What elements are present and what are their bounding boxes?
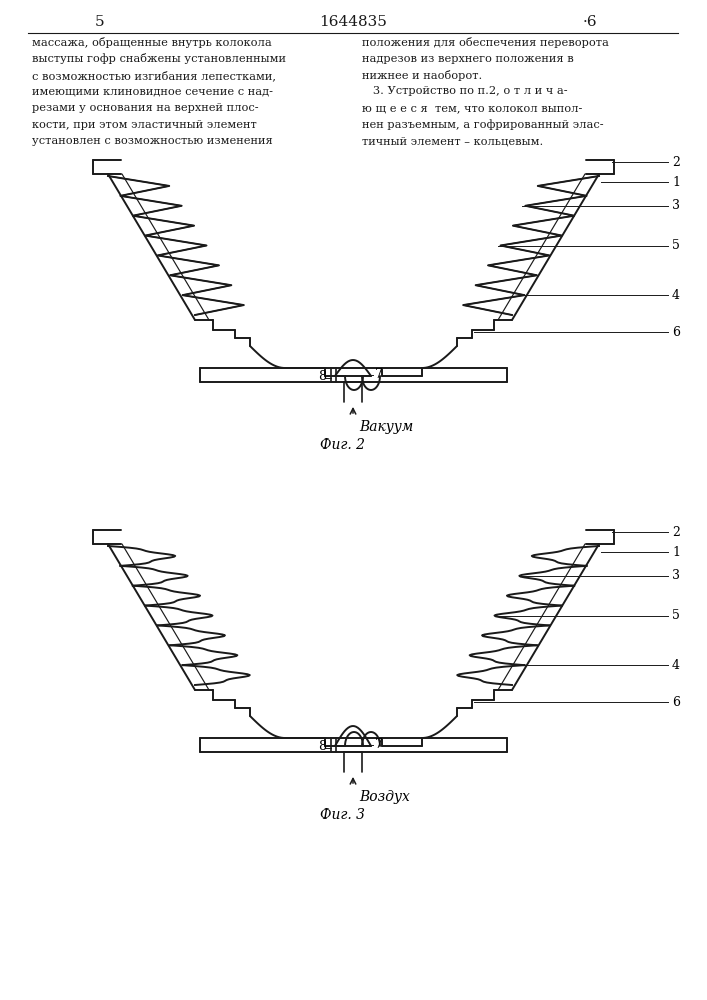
Text: 3. Устройство по п.2, о т л и ч а-: 3. Устройство по п.2, о т л и ч а- bbox=[362, 87, 568, 97]
Text: массажа, обращенные внутрь колокола: массажа, обращенные внутрь колокола bbox=[32, 37, 271, 48]
Text: нен разъемным, а гофрированный элас-: нен разъемным, а гофрированный элас- bbox=[362, 119, 604, 130]
Text: 4: 4 bbox=[672, 289, 680, 302]
Text: 3: 3 bbox=[672, 569, 680, 582]
Text: 1644835: 1644835 bbox=[319, 15, 387, 29]
Text: резами у основания на верхней плос-: резами у основания на верхней плос- bbox=[32, 103, 259, 113]
Text: тичный элемент – кольцевым.: тичный элемент – кольцевым. bbox=[362, 136, 543, 146]
Text: 2: 2 bbox=[672, 155, 680, 168]
Text: 5: 5 bbox=[672, 609, 680, 622]
Text: кости, при этом эластичный элемент: кости, при этом эластичный элемент bbox=[32, 119, 257, 129]
Text: 7: 7 bbox=[375, 368, 383, 381]
Text: ю щ е е с я  тем, что колокол выпол-: ю щ е е с я тем, что колокол выпол- bbox=[362, 103, 583, 113]
Text: 1: 1 bbox=[672, 546, 680, 558]
Text: с возможностью изгибания лепестками,: с возможностью изгибания лепестками, bbox=[32, 70, 276, 81]
Text: 5: 5 bbox=[672, 239, 680, 252]
Text: выступы гофр снабжены установленными: выступы гофр снабжены установленными bbox=[32, 53, 286, 64]
Text: 5: 5 bbox=[95, 15, 105, 29]
Text: надрезов из верхнего положения в: надрезов из верхнего положения в bbox=[362, 53, 574, 64]
Text: положения для обеспечения переворота: положения для обеспечения переворота bbox=[362, 37, 609, 48]
Text: 6: 6 bbox=[672, 696, 680, 708]
Text: 6: 6 bbox=[672, 326, 680, 338]
Text: 1: 1 bbox=[672, 176, 680, 188]
Text: Фиг. 3: Фиг. 3 bbox=[320, 808, 366, 822]
Text: 8: 8 bbox=[318, 370, 326, 383]
Text: имеющими клиновидное сечение с над-: имеющими клиновидное сечение с над- bbox=[32, 87, 273, 97]
Text: 7: 7 bbox=[375, 738, 383, 752]
Text: Вакуум: Вакуум bbox=[359, 420, 414, 434]
Text: 4: 4 bbox=[672, 659, 680, 672]
Text: Воздух: Воздух bbox=[359, 790, 410, 804]
Text: 2: 2 bbox=[672, 526, 680, 538]
Text: установлен с возможностью изменения: установлен с возможностью изменения bbox=[32, 136, 273, 146]
Text: 8: 8 bbox=[318, 740, 326, 754]
Text: нижнее и наоборот.: нижнее и наоборот. bbox=[362, 70, 482, 81]
Text: ·6: ·6 bbox=[583, 15, 597, 29]
Text: Фиг. 2: Фиг. 2 bbox=[320, 438, 366, 452]
Text: 3: 3 bbox=[672, 199, 680, 212]
